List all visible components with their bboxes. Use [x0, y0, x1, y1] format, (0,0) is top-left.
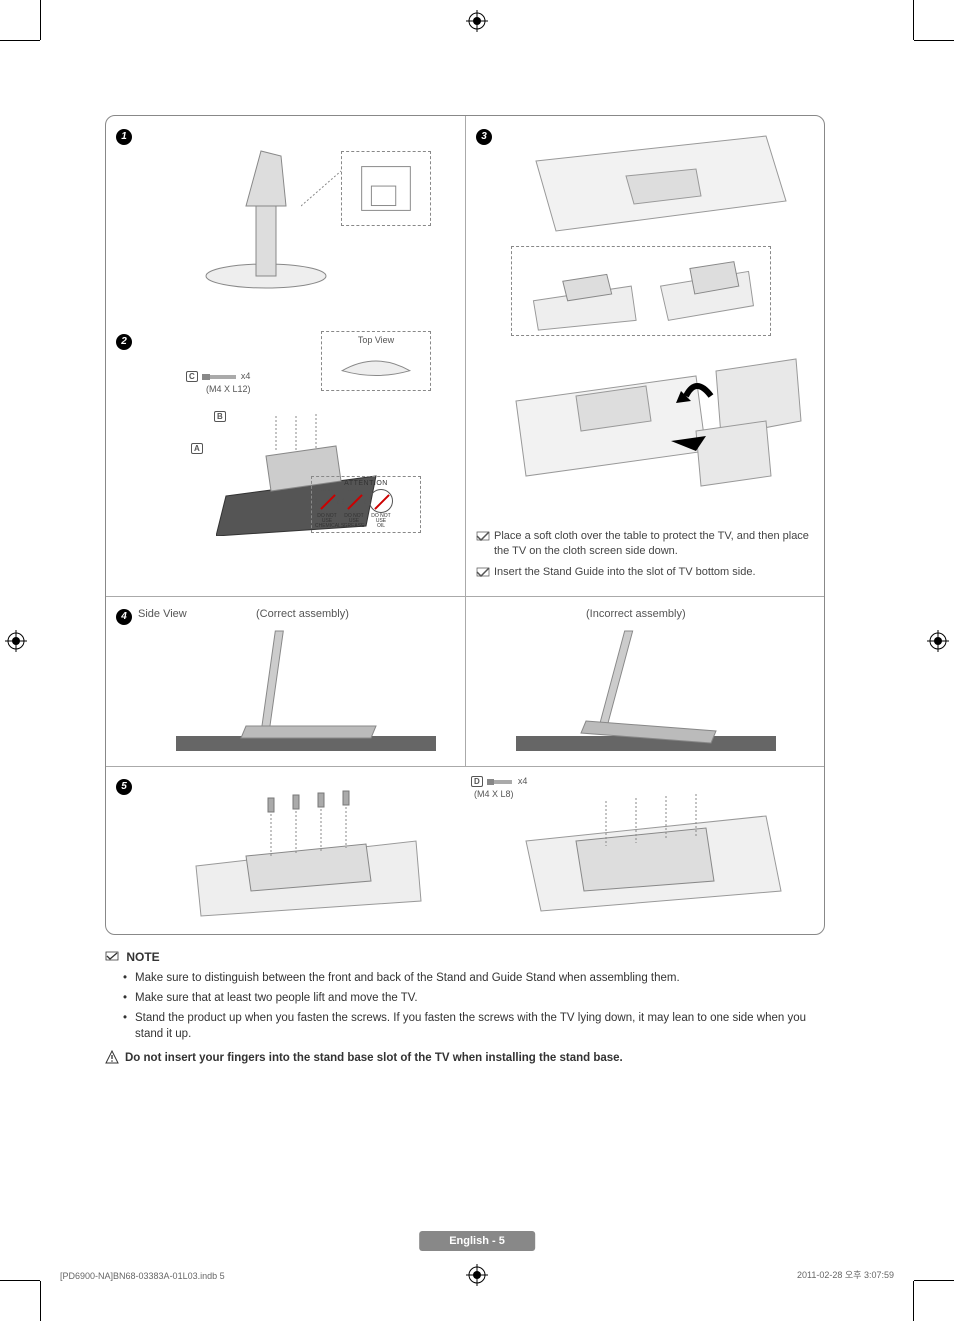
stand-diagram	[186, 136, 346, 296]
step-number-badge: 3	[476, 129, 492, 145]
part-a-label: A	[191, 443, 205, 454]
incorrect-assembly-label: (Incorrect assembly)	[586, 608, 686, 620]
page-number-badge: English - 5	[419, 1231, 535, 1251]
screw-icon	[202, 372, 238, 382]
leader-line	[301, 166, 341, 216]
registration-mark-icon	[5, 630, 27, 652]
detail-callout	[511, 246, 771, 336]
divider	[106, 766, 824, 767]
step-2-panel: 2 Top View C x4 (M4 X L12) B A Front Rea…	[116, 331, 456, 591]
part-c-label: C x4	[186, 371, 250, 382]
step-5-panel: 5 D x4 (M4 X L8)	[116, 776, 816, 926]
step-3-notes: Place a soft cloth over the table to pro…	[476, 529, 811, 586]
note-bullet: Stand the product up when you fasten the…	[135, 1010, 825, 1042]
page-content: 1 2 Top View C x4	[55, 55, 899, 1251]
top-view-callout: Top View	[321, 331, 431, 391]
note-icon	[476, 531, 490, 546]
notes-list: Make sure to distinguish between the fro…	[105, 970, 825, 1042]
assembly-diagram-box: 1 2 Top View C x4	[105, 115, 825, 935]
screw-back-diagram	[506, 786, 796, 921]
note-icon	[105, 950, 119, 964]
warning-text: Do not insert your fingers into the stan…	[125, 1050, 623, 1066]
crop-mark	[914, 1280, 954, 1281]
step-number-badge: 4	[116, 609, 132, 625]
warning-line: Do not insert your fingers into the stan…	[105, 1050, 825, 1069]
correct-assembly-label: (Correct assembly)	[256, 608, 349, 620]
imposition-timestamp: 2011-02-28 오후 3:07:59	[797, 1268, 894, 1281]
correct-assembly-diagram	[176, 626, 436, 756]
no-chemicals-icon	[315, 489, 339, 513]
note-icon	[476, 567, 490, 582]
notes-section: NOTE Make sure to distinguish between th…	[105, 950, 825, 1069]
no-grease-icon	[342, 489, 366, 513]
divider	[465, 116, 466, 596]
incorrect-assembly-diagram	[516, 626, 776, 756]
crop-mark	[0, 40, 40, 41]
part-c-spec: (M4 X L12)	[206, 384, 251, 394]
side-view-label: Side View	[138, 608, 187, 620]
note-bullet: Make sure that at least two people lift …	[135, 990, 825, 1006]
crop-mark	[0, 1280, 40, 1281]
note-bullet: Make sure to distinguish between the fro…	[135, 970, 825, 986]
step-3-panel: 3	[476, 126, 811, 586]
top-view-label: Top View	[322, 335, 430, 345]
crop-mark	[40, 0, 41, 40]
crop-mark	[913, 0, 914, 40]
screw-base-diagram	[176, 786, 436, 921]
detail-callout	[341, 151, 431, 226]
notes-heading: NOTE	[105, 950, 825, 964]
step-number-badge: 1	[116, 129, 132, 145]
attention-box: ATTENTION DO NOT USECHEMICALS DO NOT USE…	[311, 476, 421, 533]
crop-mark	[914, 40, 954, 41]
crop-mark	[40, 1281, 41, 1321]
step-number-badge: 5	[116, 779, 132, 795]
no-oil-icon	[369, 489, 393, 513]
attention-labels: DO NOT USECHEMICALS DO NOT USEGREASE DO …	[315, 514, 417, 529]
tv-on-cloth-diagram	[506, 131, 796, 251]
crop-mark	[913, 1281, 914, 1321]
insert-guide-diagram	[496, 341, 806, 511]
registration-mark-icon	[927, 630, 949, 652]
registration-mark-icon	[466, 1264, 488, 1286]
attention-title: ATTENTION	[315, 480, 417, 487]
note-item: Place a soft cloth over the table to pro…	[476, 529, 811, 559]
warning-icon	[105, 1050, 119, 1069]
step-1-panel: 1	[116, 126, 456, 326]
note-item: Insert the Stand Guide into the slot of …	[476, 565, 811, 580]
step-number-badge: 2	[116, 334, 132, 350]
imposition-filename: [PD6900-NA]BN68-03383A-01L03.indb 5	[60, 1271, 225, 1281]
step-4-panel: 4 Side View (Correct assembly) (Incorrec…	[116, 606, 816, 761]
registration-mark-icon	[466, 10, 488, 32]
